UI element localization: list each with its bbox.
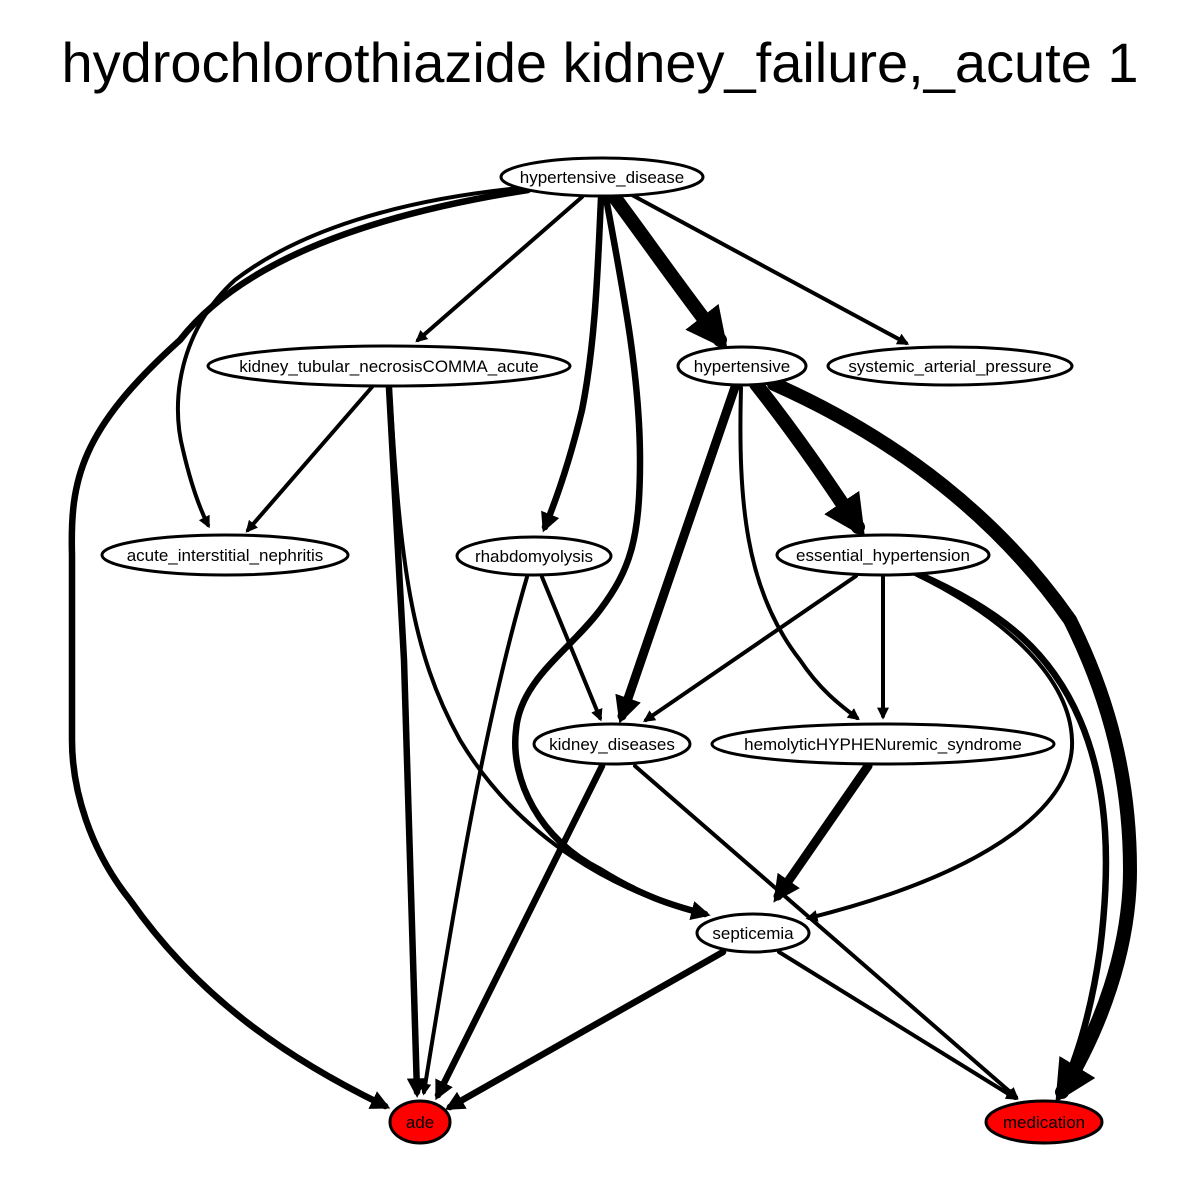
node-medication: medication (984, 1099, 1104, 1145)
edge-essential_hypertension-to-septicemia (805, 572, 1075, 922)
node-acute_interstitial_nephritis: acute_interstitial_nephritis (100, 533, 350, 577)
node-septicemia: septicemia (695, 912, 811, 954)
edge-hypertensive-to-hemolytic_uremic_syndrome (738, 386, 860, 721)
node-ade: ade (388, 1099, 452, 1145)
edge-essential_hypertension-to-medication (914, 570, 1110, 1098)
node-label-essential_hypertension: essential_hypertension (796, 546, 970, 565)
node-shape-ade (388, 1099, 452, 1145)
edge-kidney_tubular_necrosis-to-septicemia (388, 386, 709, 919)
node-label-hypertensive_disease: hypertensive_disease (520, 168, 684, 187)
edge-hypertensive_disease-to-hypertensive (606, 188, 728, 350)
edge-hypertensive-to-essential_hypertension (749, 377, 865, 538)
nodes-layer: hypertensive_disease kidney_tubular_necro… (100, 156, 1104, 1145)
edge-kidney_diseases-to-ade (434, 762, 606, 1101)
node-shape-kidney_tubular_necrosis (206, 344, 572, 388)
node-hemolytic_uremic_syndrome: hemolyticHYPHENuremic_syndrome (710, 722, 1056, 766)
node-label-systemic_arterial_pressure: systemic_arterial_pressure (848, 357, 1051, 376)
node-shape-essential_hypertension (775, 533, 991, 577)
node-rhabdomyolysis: rhabdomyolysis (455, 535, 613, 577)
node-shape-hypertensive_disease (499, 156, 705, 198)
node-shape-acute_interstitial_nephritis (100, 533, 350, 577)
edge-hypertensive-to-medication (767, 377, 1137, 1103)
node-kidney_diseases: kidney_diseases (532, 722, 692, 766)
edge-septicemia-to-ade (444, 948, 727, 1111)
edge-rhabdomyolysis-to-ade (419, 575, 529, 1096)
edge-hypertensive_disease-to-systemic_arterial_pressure (630, 193, 910, 345)
node-shape-medication (984, 1099, 1104, 1145)
edge-hypertensive-to-kidney_diseases (615, 382, 740, 724)
node-shape-kidney_diseases (532, 722, 692, 766)
node-systemic_arterial_pressure: systemic_arterial_pressure (826, 345, 1074, 387)
node-kidney_tubular_necrosis: kidney_tubular_necrosisCOMMA_acute (206, 344, 572, 388)
edges-layer (68, 186, 1137, 1111)
edge-septicemia-to-medication (777, 950, 1019, 1100)
node-label-kidney_tubular_necrosis: kidney_tubular_necrosisCOMMA_acute (239, 357, 539, 376)
node-shape-septicemia (695, 912, 811, 954)
edge-essential_hypertension-to-kidney_diseases (643, 574, 858, 723)
edge-hemolytic_uremic_syndrome-to-septicemia (773, 761, 873, 903)
edge-kidney_diseases-to-medication (633, 764, 1019, 1100)
edge-kidney_tubular_necrosis-to-acute_interstitial_nephritis (245, 385, 374, 533)
edge-hypertensive_disease-to-kidney_tubular_necrosis (415, 195, 584, 343)
edge-rhabdomyolysis-to-kidney_diseases (540, 575, 603, 722)
node-shape-hemolytic_uremic_syndrome (710, 722, 1056, 766)
node-essential_hypertension: essential_hypertension (775, 533, 991, 577)
edge-hypertensive_disease-to-ade (68, 186, 532, 1110)
node-label-septicemia: septicemia (712, 924, 794, 943)
node-label-medication: medication (1003, 1113, 1085, 1132)
node-label-rhabdomyolysis: rhabdomyolysis (475, 547, 593, 566)
node-hypertensive: hypertensive (676, 345, 808, 387)
edge-hypertensive_disease-to-rhabdomyolysis (541, 194, 605, 533)
node-label-ade: ade (406, 1113, 434, 1132)
node-label-hypertensive: hypertensive (694, 357, 790, 376)
graph-title: hydrochlorothiazide kidney_failure,_acut… (61, 31, 1138, 94)
node-shape-rhabdomyolysis (455, 535, 613, 577)
node-label-kidney_diseases: kidney_diseases (549, 735, 675, 754)
node-label-hemolytic_uremic_syndrome: hemolyticHYPHENuremic_syndrome (744, 735, 1022, 754)
node-hypertensive_disease: hypertensive_disease (499, 156, 705, 198)
node-shape-systemic_arterial_pressure (826, 345, 1074, 387)
edge-kidney_tubular_necrosis-to-ade (385, 384, 427, 1098)
node-shape-hypertensive (676, 345, 808, 387)
node-label-acute_interstitial_nephritis: acute_interstitial_nephritis (127, 546, 324, 565)
